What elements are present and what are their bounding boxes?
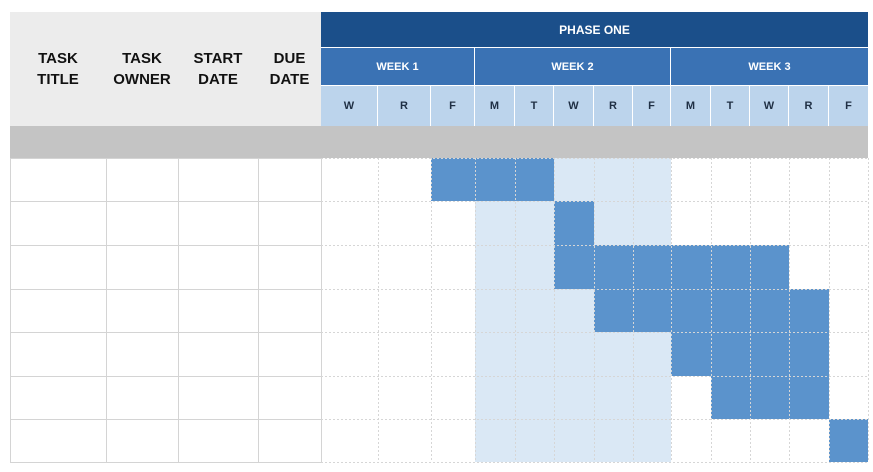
day-header: M (671, 86, 710, 126)
day-header: W (750, 86, 788, 126)
task-bar (711, 376, 829, 419)
task-bar (554, 201, 594, 245)
day-header: M (475, 86, 514, 126)
section-divider-band (10, 126, 868, 158)
day-header: W (321, 86, 377, 126)
task-bar (829, 419, 868, 462)
due-date-header: DUE DATE (269, 50, 310, 88)
task-title-header: TASK TITLE (37, 50, 79, 88)
day-header: R (378, 86, 430, 126)
day-header: T (711, 86, 749, 126)
start-date-header: START DATE (193, 50, 243, 88)
week-3-header: WEEK 3 (671, 48, 868, 85)
day-header: T (515, 86, 553, 126)
task-bar (431, 158, 554, 201)
task-owner-header: TASK OWNER (113, 50, 171, 88)
phase-header: PHASE ONE (321, 12, 868, 47)
day-header: F (431, 86, 474, 126)
week-2-header: WEEK 2 (475, 48, 670, 85)
day-header: R (789, 86, 828, 126)
day-header: F (633, 86, 670, 126)
week-1-header: WEEK 1 (321, 48, 474, 85)
day-header: F (829, 86, 868, 126)
task-header-panel (10, 12, 321, 126)
day-header: W (554, 86, 593, 126)
day-header: R (594, 86, 632, 126)
